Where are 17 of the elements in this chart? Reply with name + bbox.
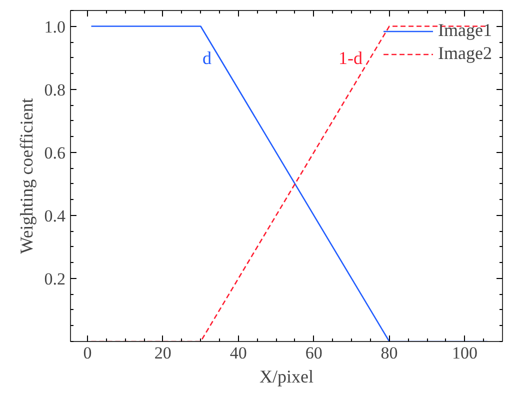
y-tick-label: 0.4 [44, 206, 66, 226]
x-tick-label: 40 [230, 344, 247, 362]
legend-label: Image2 [438, 43, 492, 64]
y-tick-label: 0.2 [44, 269, 66, 288]
y-tick-label: 1.0 [44, 17, 66, 36]
x-tick-label: 100 [452, 344, 478, 362]
x-tick-label: 80 [380, 344, 398, 362]
y-tick-label: 0.8 [44, 80, 66, 100]
annotation: 1-d [338, 48, 362, 68]
y-tick-label: 0.6 [44, 143, 66, 162]
x-tick-label: 20 [154, 344, 172, 362]
x-tick-label: 60 [305, 344, 322, 362]
x-tick-label: 0 [83, 344, 92, 362]
x-axis-title: X/pixel [260, 366, 314, 386]
y-axis-title: Weighting coefficient [16, 98, 36, 254]
annotation: d [202, 48, 212, 68]
legend-label: Image1 [438, 20, 492, 41]
